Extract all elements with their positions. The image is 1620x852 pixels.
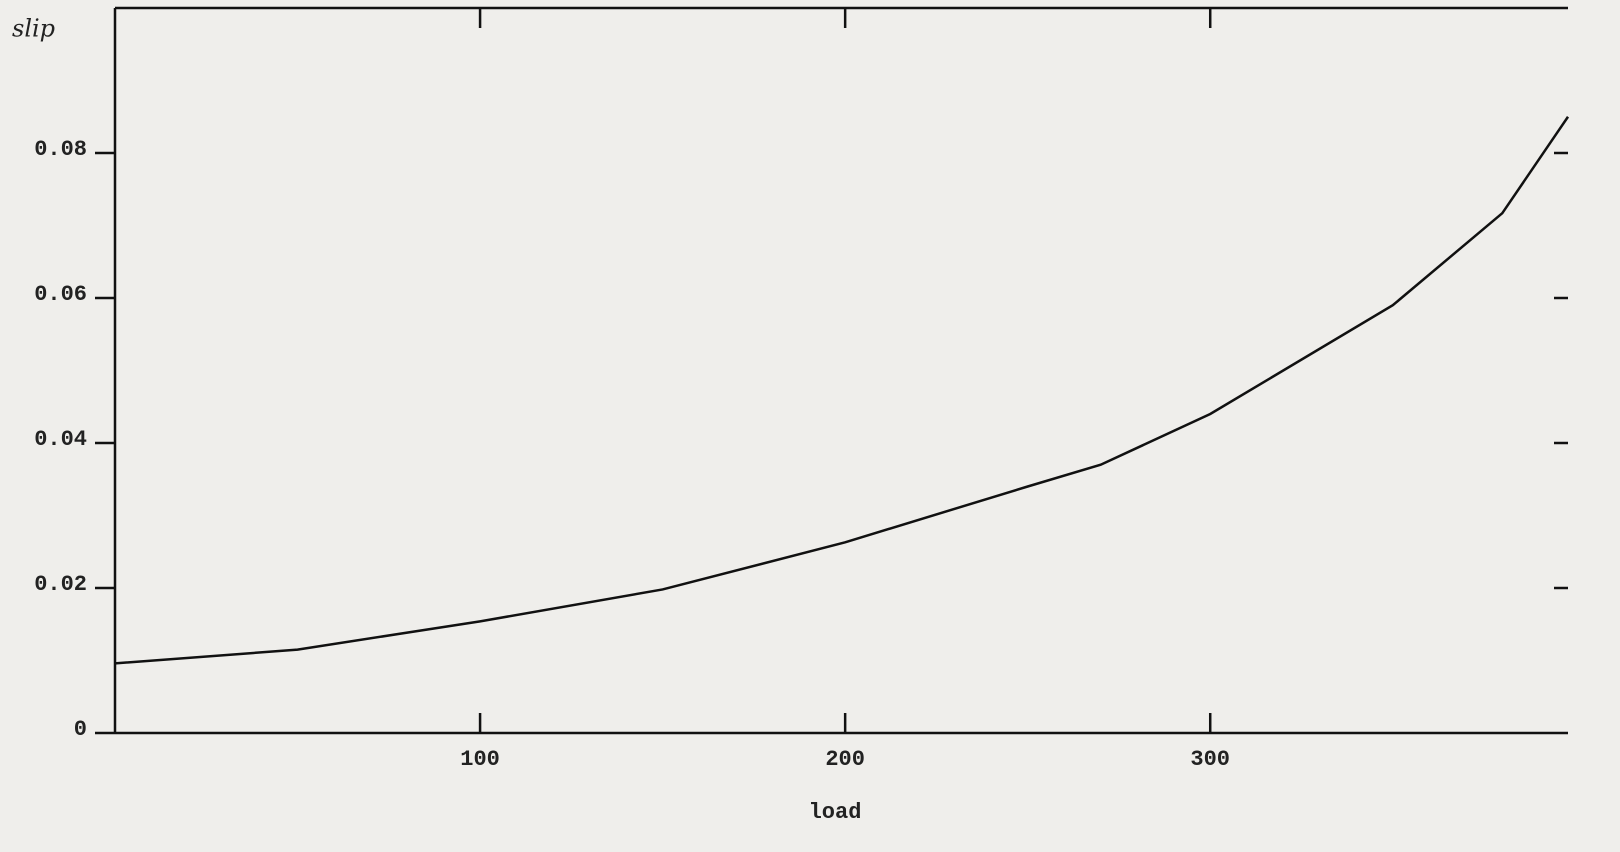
x-tick-label: 200 [825,747,865,772]
x-axis-label: load [809,800,862,825]
y-tick-label: 0.08 [34,137,87,162]
chart: slip load 100 200 300 0 0.02 0.04 0.06 0.08 [0,0,1620,852]
x-tick-label: 100 [460,747,500,772]
y-axis-label: slip [12,15,55,43]
y-tick-label: 0.06 [34,282,87,307]
x-tick-label: 300 [1190,747,1230,772]
background [0,0,1620,852]
y-tick-label: 0 [74,717,87,742]
y-tick-label: 0.04 [34,427,87,452]
y-tick-label: 0.02 [34,572,87,597]
